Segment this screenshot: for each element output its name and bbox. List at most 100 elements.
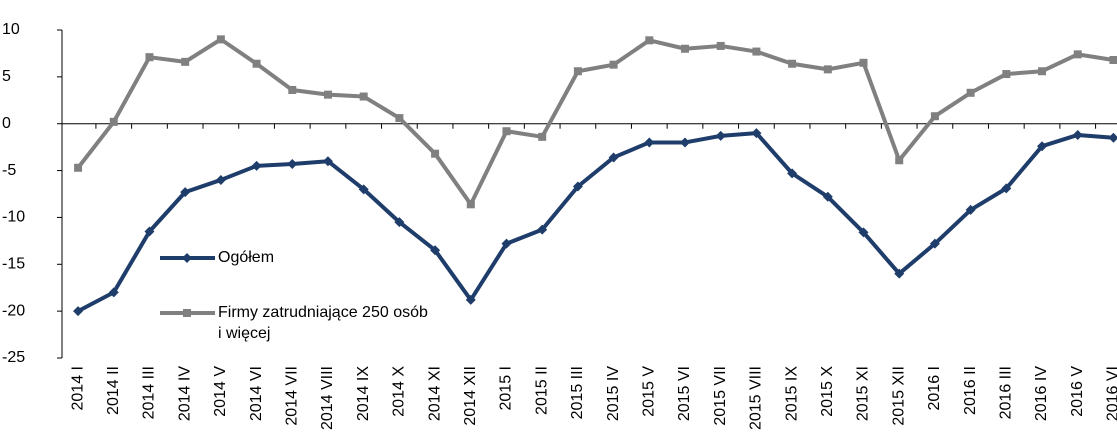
- marker: [1108, 132, 1117, 143]
- x-tick-label: 2015 II: [533, 366, 550, 415]
- x-tick-label: 2014 I: [69, 366, 86, 410]
- marker: [465, 294, 476, 305]
- x-tick-label: 2014 IX: [355, 366, 372, 421]
- marker: [108, 287, 119, 298]
- x-tick-label: 2015 I: [498, 366, 515, 410]
- marker: [930, 112, 939, 121]
- marker: [572, 181, 583, 192]
- marker: [466, 200, 475, 209]
- x-tick-label: 2014 VIII: [319, 366, 336, 430]
- x-tick-label: 2014 III: [141, 366, 158, 419]
- marker: [109, 117, 118, 126]
- marker: [252, 59, 261, 68]
- marker: [788, 59, 797, 68]
- marker: [431, 149, 440, 158]
- marker: [894, 268, 905, 279]
- x-tick-label: 2014 II: [105, 366, 122, 415]
- marker: [288, 85, 297, 94]
- marker: [609, 60, 618, 69]
- marker: [1072, 129, 1083, 140]
- y-tick-label: 0: [2, 115, 11, 132]
- y-tick-label: -15: [2, 256, 25, 273]
- x-tick-label: 2015 III: [569, 366, 586, 419]
- y-tick-label: 5: [2, 68, 11, 85]
- marker: [752, 47, 761, 56]
- y-tick-label: -20: [2, 302, 25, 319]
- marker: [322, 156, 333, 167]
- y-tick-label: -25: [2, 349, 25, 366]
- marker: [394, 217, 405, 228]
- marker: [180, 187, 191, 198]
- marker: [823, 65, 832, 74]
- marker: [74, 163, 83, 172]
- marker: [181, 57, 190, 66]
- x-tick-label: 2015 IV: [605, 366, 622, 421]
- x-tick-label: 2014 VI: [248, 366, 265, 421]
- x-tick-label: 2015 IX: [783, 366, 800, 421]
- legend-marker: [183, 309, 191, 317]
- marker: [1001, 183, 1012, 194]
- marker: [787, 168, 798, 179]
- marker: [215, 174, 226, 185]
- marker: [680, 137, 691, 148]
- legend-label: Firmy zatrudniające 250 osób i więcej: [218, 304, 428, 342]
- marker: [358, 184, 369, 195]
- x-tick-label: 2015 XII: [890, 366, 907, 426]
- marker: [501, 238, 512, 249]
- y-tick-label: -5: [2, 162, 16, 179]
- x-tick-label: 2014 X: [391, 366, 408, 417]
- x-tick-label: 2015 V: [641, 366, 658, 417]
- x-tick-label: 2014 V: [212, 366, 229, 417]
- marker: [966, 88, 975, 97]
- marker: [1073, 50, 1082, 59]
- marker: [1109, 55, 1117, 64]
- x-tick-label: 2016 III: [998, 366, 1015, 419]
- marker: [858, 227, 869, 238]
- marker: [895, 156, 904, 165]
- marker: [502, 127, 511, 136]
- marker: [395, 114, 404, 123]
- x-tick-label: 2014 IV: [176, 366, 193, 421]
- marker: [538, 132, 547, 141]
- legend-label: Ogółem: [218, 249, 275, 266]
- marker: [644, 137, 655, 148]
- marker: [965, 204, 976, 215]
- marker: [573, 67, 582, 76]
- marker: [145, 53, 154, 62]
- series-line: [77, 131, 1114, 313]
- y-tick-label: 10: [2, 21, 20, 38]
- marker: [430, 245, 441, 256]
- x-tick-label: 2015 VI: [676, 366, 693, 421]
- x-tick-label: 2015 X: [819, 366, 836, 417]
- marker: [537, 224, 548, 235]
- marker: [1037, 141, 1048, 152]
- marker: [359, 92, 368, 101]
- marker: [822, 191, 833, 202]
- marker: [323, 90, 332, 99]
- marker: [287, 159, 298, 170]
- x-tick-label: 2016 VI: [1105, 366, 1117, 421]
- x-tick-label: 2015 XI: [855, 366, 872, 421]
- series-line: [76, 37, 1114, 207]
- marker: [73, 306, 84, 317]
- marker: [715, 130, 726, 141]
- marker: [144, 226, 155, 237]
- x-tick-label: 2016 V: [1069, 366, 1086, 417]
- marker: [716, 41, 725, 50]
- marker: [608, 152, 619, 163]
- marker: [645, 36, 654, 45]
- marker: [216, 35, 225, 44]
- marker: [929, 238, 940, 249]
- x-tick-label: 2016 IV: [1033, 366, 1050, 421]
- x-tick-label: 2014 VII: [283, 366, 300, 426]
- x-tick-label: 2015 VIII: [748, 366, 765, 430]
- marker: [1002, 70, 1011, 79]
- x-tick-label: 2016 II: [962, 366, 979, 415]
- marker: [751, 128, 762, 139]
- marker: [681, 44, 690, 53]
- legend-marker: [182, 253, 192, 263]
- x-tick-label: 2014 XI: [426, 366, 443, 421]
- y-tick-label: -10: [2, 209, 25, 226]
- x-tick-label: 2014 XII: [462, 366, 479, 426]
